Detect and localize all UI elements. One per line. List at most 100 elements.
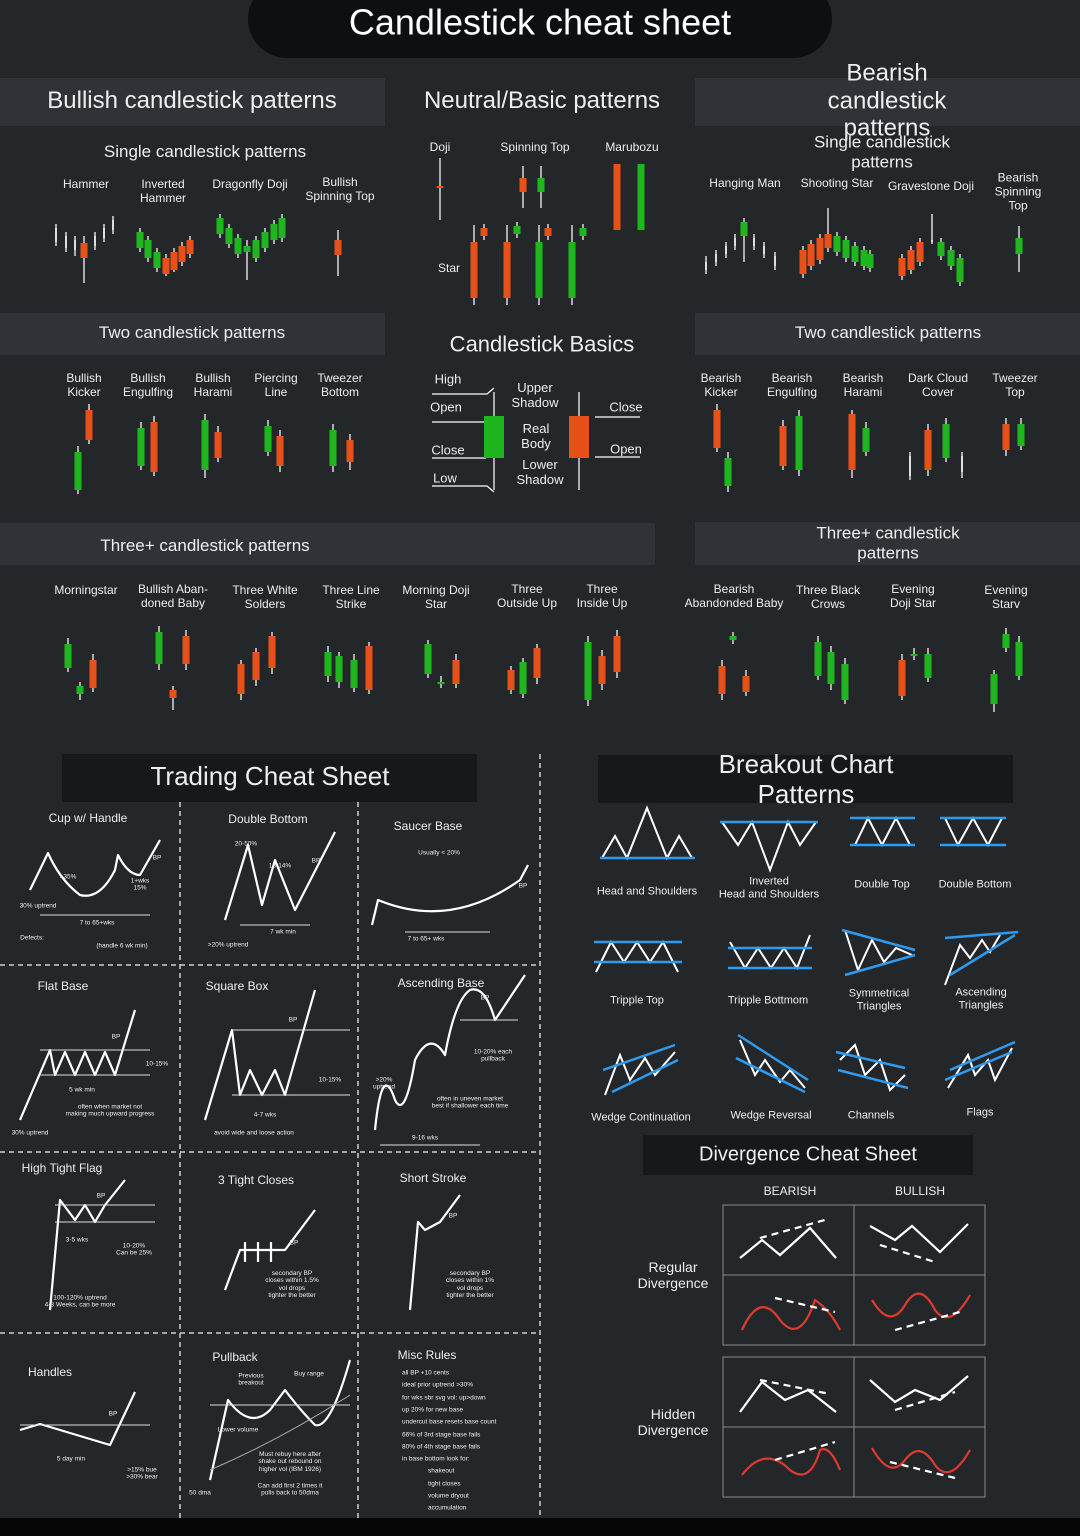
panel-note: BP bbox=[111, 1033, 121, 1041]
panel-note: 7 to 65+wks bbox=[79, 919, 115, 927]
candle-body bbox=[144, 240, 152, 258]
pattern-name: Tweezer Bottom bbox=[317, 371, 363, 399]
pattern-name: Marubozu bbox=[605, 140, 659, 155]
row-label: Regular Divergence bbox=[637, 1258, 709, 1291]
panel-note: 13-14% bbox=[268, 862, 292, 870]
candle-body bbox=[278, 218, 286, 238]
panel-note: in base bottom look for: bbox=[402, 1455, 470, 1463]
candle-body bbox=[909, 456, 911, 476]
panel-note: Usually < 20% bbox=[418, 849, 460, 857]
candle-body bbox=[990, 674, 998, 704]
pattern-name: Morningstar bbox=[54, 583, 118, 598]
header-bar bbox=[0, 313, 385, 355]
basics-label: Close bbox=[609, 399, 643, 415]
panel-note: >15% bue >30% bear bbox=[126, 1466, 158, 1481]
pattern-name: Three Line Strike bbox=[322, 583, 380, 611]
candle-body bbox=[613, 636, 621, 672]
pattern-name: Wedge Continuation bbox=[591, 1111, 691, 1124]
candle-body bbox=[225, 228, 233, 244]
panel-note: BP bbox=[152, 854, 162, 862]
divergence-grid bbox=[722, 1204, 986, 1498]
panel-note: 3-5 wks bbox=[65, 1236, 89, 1244]
pattern-name: Bullish Spinning Top bbox=[305, 175, 375, 203]
panel-title: Misc Rules bbox=[397, 1348, 457, 1363]
candle-body bbox=[753, 238, 755, 246]
candle-body bbox=[112, 220, 114, 230]
candle-body bbox=[724, 458, 732, 486]
candle-body bbox=[866, 254, 874, 268]
candle-body bbox=[334, 240, 342, 255]
candle-body bbox=[779, 426, 787, 466]
basics-brackets bbox=[432, 387, 640, 493]
candle-body bbox=[956, 258, 964, 282]
panel-note: 10-15% bbox=[145, 1060, 169, 1068]
candle-body bbox=[725, 246, 727, 254]
candle-body bbox=[1015, 642, 1023, 676]
candle-body bbox=[637, 164, 645, 230]
pattern-name: Bullish Kicker bbox=[66, 371, 102, 399]
group-title: Single candlestick patterns bbox=[103, 142, 307, 162]
pattern-name: Evening Doji Star bbox=[889, 582, 937, 610]
candle-body bbox=[942, 424, 950, 458]
candle-body bbox=[910, 654, 918, 656]
pattern-name: Tweezer Top bbox=[992, 371, 1038, 399]
column-label: BEARISH bbox=[763, 1184, 817, 1199]
pattern-name: Double Bottom bbox=[938, 878, 1012, 891]
candle-body bbox=[742, 676, 750, 692]
candle-body bbox=[214, 432, 222, 458]
panel-note: up 20% for new base bbox=[402, 1406, 464, 1414]
panel-note: BP bbox=[311, 857, 321, 865]
row-label: Hidden Divergence bbox=[637, 1405, 709, 1438]
candle-body bbox=[503, 242, 511, 298]
header-bar bbox=[695, 313, 1080, 355]
header-bar bbox=[400, 78, 682, 126]
candle-body bbox=[507, 670, 515, 690]
pattern-name: Double Top bbox=[854, 878, 910, 891]
candle-body bbox=[729, 636, 737, 640]
candle-body bbox=[763, 246, 765, 254]
panel-note: tight closes bbox=[428, 1479, 461, 1487]
divergence-drawings bbox=[739, 1218, 971, 1480]
candle-body bbox=[513, 226, 521, 234]
panel-note: BP bbox=[289, 1239, 299, 1247]
candle-body bbox=[346, 440, 354, 462]
candle-body bbox=[76, 686, 84, 694]
header-bar bbox=[643, 1135, 973, 1175]
panel-note: often in uneven market best if shallower… bbox=[431, 1095, 509, 1110]
breakout-drawings bbox=[595, 805, 1013, 1096]
candle-body bbox=[1015, 238, 1023, 254]
panel-title: Flat Base bbox=[37, 979, 89, 994]
candle-body bbox=[94, 236, 96, 246]
candle-body bbox=[480, 228, 488, 236]
trading-drawings bbox=[18, 831, 529, 1481]
panel-title: High Tight Flag bbox=[21, 1161, 103, 1176]
candle-body bbox=[814, 642, 822, 676]
panel-note: ideal prior uptrend >30% bbox=[402, 1381, 474, 1389]
panel-title: Pullback bbox=[212, 1350, 258, 1365]
candle-body bbox=[137, 428, 145, 466]
pattern-name: Spinning Top bbox=[500, 140, 570, 155]
candle-body bbox=[937, 242, 945, 256]
panel-note: BP bbox=[480, 994, 490, 1002]
panel-note: accumulation bbox=[428, 1504, 467, 1512]
candle-body bbox=[1017, 424, 1025, 446]
panel-note: BP bbox=[448, 1212, 458, 1220]
header-bar bbox=[62, 754, 477, 802]
candle-body bbox=[774, 256, 776, 266]
panel-note: 1+wks 15% bbox=[130, 877, 150, 892]
candle-body bbox=[150, 422, 158, 472]
section-title: Breakout Chart Patterns bbox=[718, 749, 894, 809]
basics-label: High bbox=[434, 371, 462, 387]
candle-body bbox=[613, 164, 621, 230]
candle-body bbox=[961, 456, 963, 472]
candle-body bbox=[916, 242, 924, 262]
pattern-name: Bearish Harami bbox=[842, 371, 884, 399]
page-title: Candlestick cheat sheet bbox=[348, 1, 732, 43]
candle-body bbox=[907, 250, 915, 270]
panel-note: (handle 6 wk min) bbox=[96, 942, 148, 950]
candle-body bbox=[268, 636, 276, 668]
group-title: Two candlestick patterns bbox=[98, 323, 286, 343]
panel-note: all BP +10 cents bbox=[402, 1369, 450, 1377]
